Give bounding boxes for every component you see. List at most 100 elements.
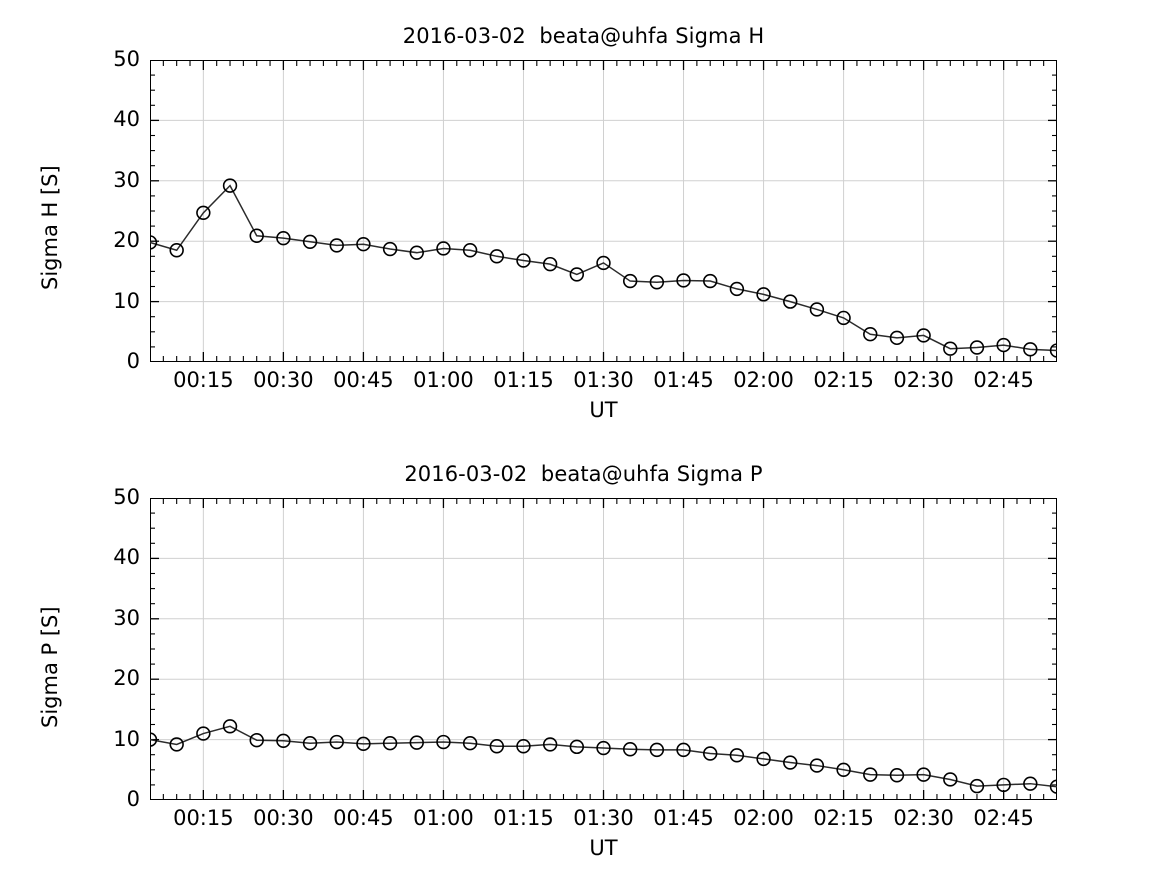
data-series-line xyxy=(150,184,1057,352)
x-tick-label: 00:15 xyxy=(173,806,234,830)
data-point-marker xyxy=(462,736,478,751)
data-point-marker xyxy=(249,733,264,748)
x-tick-label: 00:30 xyxy=(253,806,314,830)
data-point-marker xyxy=(222,719,238,734)
data-point-marker xyxy=(889,330,905,346)
data-point-marker xyxy=(889,768,905,783)
x-tick-label: 01:15 xyxy=(493,368,554,392)
x-tick-label: 02:00 xyxy=(733,806,794,830)
data-point-marker xyxy=(276,733,291,749)
data-point-marker xyxy=(516,253,531,268)
data-point-marker xyxy=(596,255,611,271)
panel-title-sigma-p: 2016-03-02 beata@uhfa Sigma P xyxy=(404,462,763,486)
x-tick-label: 00:15 xyxy=(173,368,234,392)
y-tick-label: 50 xyxy=(113,47,140,71)
data-point-marker xyxy=(783,755,798,770)
data-point-marker xyxy=(569,739,585,755)
data-point-marker xyxy=(943,772,958,787)
data-point-marker xyxy=(676,273,691,288)
data-point-marker xyxy=(409,245,424,260)
data-point-marker xyxy=(1023,776,1038,791)
x-tick-label: 00:45 xyxy=(333,368,394,392)
data-point-marker xyxy=(196,205,211,221)
chart-panel-sigma-p: 2016-03-02 beata@uhfa Sigma P Sigma P [S… xyxy=(0,438,1167,875)
y-tick-label: 40 xyxy=(113,107,140,132)
data-point-marker xyxy=(783,294,798,309)
plot-area-sigma-p xyxy=(150,498,1057,800)
data-point-marker xyxy=(516,739,531,754)
data-point-marker xyxy=(756,287,771,302)
data-point-marker xyxy=(382,736,398,751)
y-tick-label: 40 xyxy=(113,545,140,570)
x-axis-label-sigma-p: UT xyxy=(589,836,618,860)
y-tick-label: 20 xyxy=(113,228,140,253)
data-point-marker xyxy=(542,737,558,752)
y-tick-label: 0 xyxy=(126,787,140,811)
x-tick-label: 01:30 xyxy=(573,806,634,830)
data-point-marker xyxy=(1023,342,1038,357)
data-point-marker xyxy=(150,235,158,250)
data-point-marker xyxy=(809,758,825,773)
x-tick-label: 01:45 xyxy=(653,368,714,392)
data-point-marker xyxy=(596,740,611,756)
data-point-marker xyxy=(649,742,665,758)
x-tick-label: 00:30 xyxy=(253,368,314,392)
data-point-marker xyxy=(382,241,398,257)
data-point-marker xyxy=(943,341,958,356)
data-point-marker xyxy=(649,275,665,290)
x-tick-label: 02:30 xyxy=(893,806,954,830)
data-point-marker xyxy=(996,777,1011,793)
data-point-marker xyxy=(196,726,211,741)
x-tick-label: 02:15 xyxy=(813,368,874,392)
x-tick-label: 01:00 xyxy=(413,806,474,830)
data-point-marker xyxy=(356,237,371,252)
data-point-marker xyxy=(302,736,318,751)
y-tick-label: 30 xyxy=(113,605,140,630)
y-tick-labels-sigma-h: 50 40 30 20 10 0 xyxy=(78,0,140,437)
data-point-marker xyxy=(489,739,504,754)
plot-area-sigma-h xyxy=(150,60,1057,362)
data-point-marker xyxy=(329,734,344,750)
data-point-marker xyxy=(809,302,825,317)
x-tick-label: 02:45 xyxy=(973,368,1034,392)
x-tick-label: 01:45 xyxy=(653,806,714,830)
data-point-marker xyxy=(916,767,931,782)
x-tick-label: 01:30 xyxy=(573,368,634,392)
data-point-marker xyxy=(436,241,451,256)
data-point-marker xyxy=(222,178,238,193)
data-point-marker xyxy=(356,736,371,752)
data-point-marker xyxy=(703,746,718,761)
data-series-line xyxy=(150,725,1057,788)
data-point-marker xyxy=(622,742,638,757)
y-tick-label: 20 xyxy=(113,666,140,691)
data-point-marker xyxy=(169,243,184,258)
y-tick-label: 0 xyxy=(126,349,140,373)
data-point-marker xyxy=(969,340,985,355)
data-point-marker xyxy=(249,228,264,243)
data-point-marker xyxy=(916,328,931,343)
x-tick-label: 02:00 xyxy=(733,368,794,392)
data-point-marker xyxy=(863,767,878,782)
x-tick-label: 02:15 xyxy=(813,806,874,830)
data-point-marker xyxy=(729,748,745,763)
y-tick-label: 50 xyxy=(113,485,140,509)
chart-panel-sigma-h: 2016-03-02 beata@uhfa Sigma H Sigma H [S… xyxy=(0,0,1167,437)
data-point-marker xyxy=(969,778,985,794)
data-point-marker xyxy=(703,273,718,289)
data-point-marker xyxy=(169,737,184,752)
data-point-marker xyxy=(329,238,344,253)
data-point-marker xyxy=(542,256,558,272)
x-tick-label: 01:15 xyxy=(493,806,554,830)
data-point-marker xyxy=(996,337,1011,353)
data-point-marker xyxy=(863,327,878,342)
y-tick-label: 10 xyxy=(113,288,140,313)
y-axis-label-sigma-h: Sigma H [S] xyxy=(38,165,62,290)
y-axis-label-sigma-p: Sigma P [S] xyxy=(38,606,62,728)
data-point-marker xyxy=(436,734,451,750)
data-point-marker xyxy=(676,742,691,758)
data-point-marker xyxy=(409,735,424,750)
data-point-marker xyxy=(462,243,478,258)
y-tick-label: 30 xyxy=(113,167,140,192)
data-point-marker xyxy=(756,751,771,767)
data-point-marker xyxy=(836,310,851,326)
